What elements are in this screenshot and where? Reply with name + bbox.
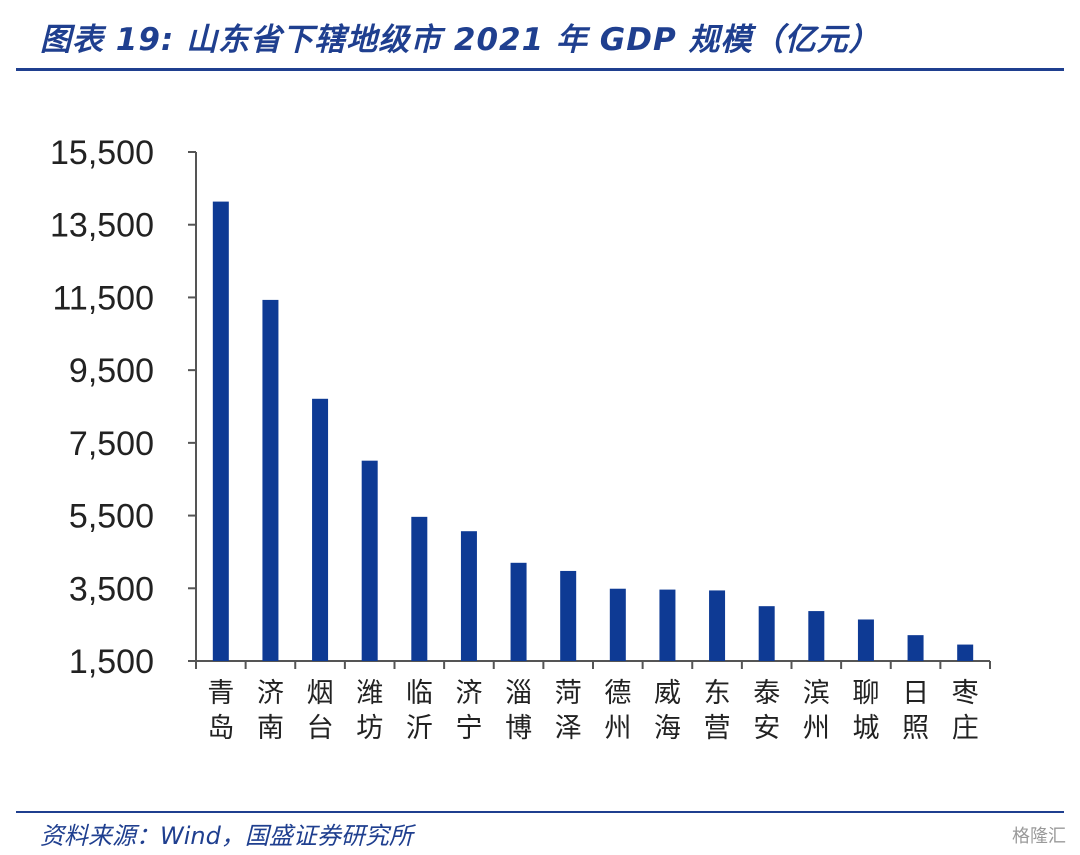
category-label: 菏泽 <box>555 678 582 744</box>
bar-9 <box>659 589 676 661</box>
y-tick-label: 15,500 <box>50 134 154 172</box>
watermark: 格隆汇 <box>1012 826 1066 847</box>
x-axis <box>195 660 991 669</box>
bar-chart: 1,500 3,500 5,500 7,500 9,500 11,500 13,500 15,… <box>50 134 991 744</box>
bar-12 <box>808 611 825 661</box>
y-axis: 1,500 3,500 5,500 7,500 9,500 11,500 13,500 15,… <box>50 134 197 681</box>
category-label: 日照 <box>902 678 929 744</box>
bar-8 <box>609 588 626 661</box>
bar-2 <box>312 398 329 661</box>
bar-0 <box>212 201 229 662</box>
category-label: 威海 <box>654 678 681 744</box>
y-tick-label: 3,500 <box>69 570 154 608</box>
footer-rule <box>16 811 1064 813</box>
bar-4 <box>411 516 428 661</box>
category-label: 青岛 <box>207 678 234 744</box>
bar-3 <box>361 460 378 661</box>
chart-title: 图表 19: 山东省下辖地级市 2021 年 GDP 规模（亿元） <box>40 22 881 58</box>
category-label: 枣庄 <box>952 678 979 744</box>
category-label: 淄博 <box>505 678 532 744</box>
bar-1 <box>262 299 279 661</box>
category-label: 济宁 <box>455 678 482 744</box>
category-label: 滨州 <box>803 678 830 744</box>
category-label: 临沂 <box>406 678 433 744</box>
y-tick-label: 1,500 <box>69 643 154 681</box>
header-rule <box>16 68 1064 71</box>
y-tick-label: 9,500 <box>69 352 154 390</box>
source-note: 资料来源：Wind，国盛证券研究所 <box>40 822 413 850</box>
bars <box>212 201 974 662</box>
bar-13 <box>857 619 874 661</box>
category-label: 德州 <box>604 678 631 744</box>
category-label: 烟台 <box>307 678 334 744</box>
category-label: 济南 <box>257 678 284 744</box>
bar-6 <box>510 562 527 661</box>
y-tick-label: 5,500 <box>69 498 154 536</box>
category-label: 东营 <box>704 678 731 744</box>
y-tick-label: 13,500 <box>50 207 154 245</box>
bar-5 <box>460 531 477 661</box>
bar-10 <box>709 590 726 661</box>
bar-11 <box>758 606 775 661</box>
y-tick-label: 7,500 <box>69 425 154 463</box>
bar-7 <box>560 570 577 661</box>
category-label: 泰安 <box>753 678 780 744</box>
y-tick-label: 11,500 <box>53 279 154 317</box>
category-label: 聊城 <box>852 678 879 744</box>
bar-15 <box>957 644 974 661</box>
category-label: 潍坊 <box>356 678 383 744</box>
bar-14 <box>907 635 924 661</box>
